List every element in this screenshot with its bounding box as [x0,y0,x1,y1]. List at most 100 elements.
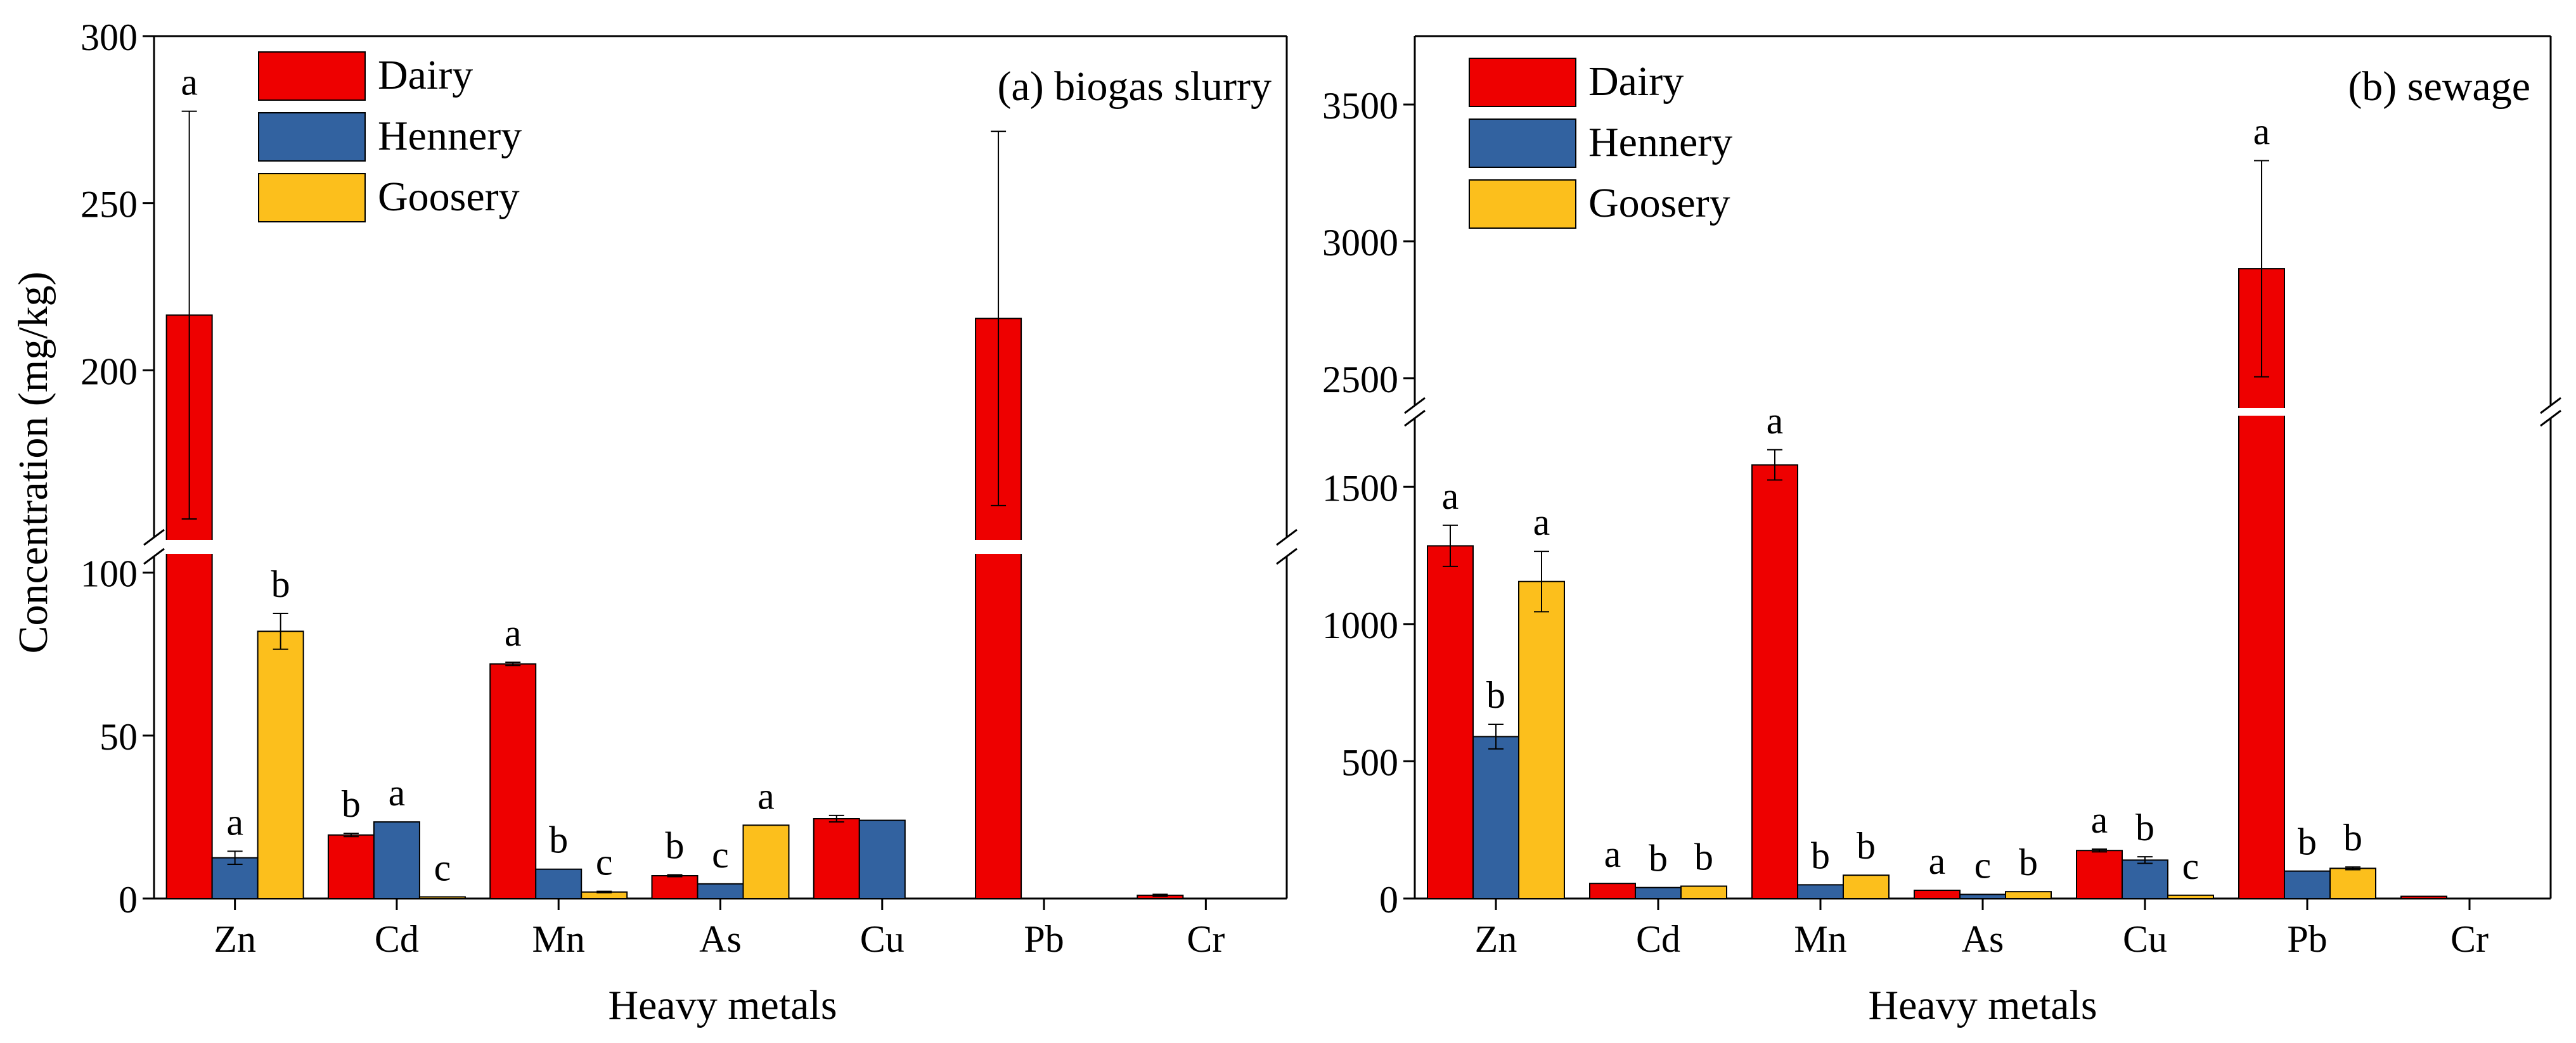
legend-swatch-hennery [258,112,366,162]
x-tick-label: Mn [1794,918,1846,960]
legend-swatch-goosery [258,173,366,222]
x-tick-label: Cr [2450,918,2489,960]
x-tick-label: Cu [2123,918,2167,960]
significance-letter: b [2135,807,2154,848]
significance-letter: b [1694,836,1713,878]
bar-goosery [418,896,466,900]
axis-break-mark [1404,409,1426,427]
significance-letter: b [1649,838,1668,880]
y-tick-label: 1500 [1322,467,1398,509]
axis-break-mark [1276,547,1298,565]
significance-letter: a [389,772,406,814]
significance-letter: b [666,824,685,866]
bar-dairy [651,875,699,899]
bar-hennery [373,821,420,899]
y-tick-label: 3500 [1322,85,1398,127]
significance-letter: a [2091,799,2108,841]
legend-swatch-hennery [1469,118,1576,168]
significance-letter: c [2182,845,2199,887]
x-tick-label: Cd [1636,918,1680,960]
bar-dairy [1589,883,1636,899]
bar-dairy [2076,850,2123,899]
significance-letter: b [1811,835,1830,876]
legend-label-hennery: Hennery [1588,119,1732,165]
bar-break-gap [974,540,1023,554]
significance-letter: a [1929,840,1946,882]
bar-dairy [1914,890,1961,900]
y-tick-label: 3000 [1322,222,1398,264]
significance-letter: a [757,775,775,817]
significance-letter: a [1533,501,1550,543]
significance-letter: b [2343,817,2362,859]
bar-dairy [1427,545,1474,899]
y-tick-label: 100 [80,553,138,595]
axis-break-mark [1276,528,1298,546]
significance-letter: a [226,801,243,843]
legend-label-hennery: Hennery [378,113,522,159]
bar-dairy [1751,464,1798,899]
x-tick-label: Zn [214,918,256,960]
significance-letter: b [2019,841,2038,883]
axis-break-mark [143,547,165,565]
x-tick-label: Zn [1475,918,1517,960]
significance-letter: a [505,612,522,654]
significance-letter: c [434,847,451,888]
bar-goosery [2329,867,2376,899]
bar-dairy [489,663,537,899]
panel-b-x-axis-label: Heavy metals [1868,982,2097,1028]
x-tick-label: Cu [860,918,905,960]
x-tick-label: Mn [532,918,585,960]
bar-goosery [257,630,304,899]
significance-letter: b [271,563,290,605]
bar-dairy [327,834,375,899]
significance-letter: b [2298,821,2317,863]
significance-letter: a [181,61,198,103]
legend-swatch-dairy [258,51,366,101]
panel-a-label: (a) biogas slurry [997,63,1272,110]
bar-hennery [858,819,906,899]
panel-a-x-axis-label: Heavy metals [608,982,837,1028]
significance-letter: b [1486,674,1505,716]
bar-goosery [2167,894,2214,899]
x-tick-label: As [1962,918,2004,960]
y-tick-label: 250 [80,184,138,226]
axis-break-mark [2540,409,2561,427]
bar-hennery [1635,886,1682,900]
significance-letter: c [712,834,729,876]
panel-b-label: (b) sewage [2348,63,2530,110]
bar-hennery [697,883,744,900]
y-tick-label: 500 [1341,741,1398,783]
bar-break-gap [165,540,214,554]
legend-label-goosery: Goosery [378,174,520,220]
y-axis-label: Concentration (mg/kg) [10,271,56,653]
y-tick-label: 2500 [1322,359,1398,400]
significance-letter: a [1767,400,1784,442]
bar-dairy [813,818,860,899]
y-tick-label: 50 [100,716,138,758]
x-tick-label: Pb [2287,918,2327,960]
axis-break-mark [2540,397,2561,414]
legend-swatch-dairy [1469,58,1576,107]
bar-goosery [1680,885,1727,899]
bar-hennery [1472,736,1519,899]
significance-letter: a [1442,475,1459,517]
bar-hennery [1797,884,1844,900]
significance-letter: c [1974,845,1992,886]
legend-label-dairy: Dairy [378,52,473,98]
x-tick-label: Cd [375,918,419,960]
y-tick-label: 300 [80,16,138,58]
bar-break-gap [2238,408,2286,416]
x-tick-label: As [699,918,742,960]
significance-letter: a [2253,110,2270,152]
axis-break-mark [143,528,165,546]
bar-dairy [2400,895,2447,900]
significance-letter: b [1857,825,1876,867]
significance-letter: c [596,841,613,883]
bar-hennery [2284,870,2331,899]
y-tick-label: 1000 [1322,605,1398,646]
bar-goosery [1518,580,1565,899]
bar-goosery [742,824,790,900]
y-tick-label: 200 [80,350,138,392]
x-tick-label: Pb [1024,918,1064,960]
